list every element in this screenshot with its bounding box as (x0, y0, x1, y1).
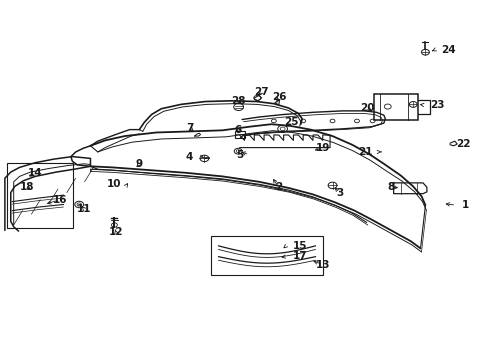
Text: 5: 5 (236, 150, 243, 160)
Bar (7, 163, 73, 228)
Text: 7: 7 (185, 123, 193, 133)
Text: 26: 26 (272, 92, 286, 102)
Bar (373, 94, 417, 120)
Text: 15: 15 (292, 240, 306, 251)
Text: 2: 2 (275, 182, 282, 192)
Text: 13: 13 (315, 260, 329, 270)
Text: 22: 22 (455, 139, 469, 149)
Text: 18: 18 (20, 182, 34, 192)
Text: 21: 21 (357, 147, 372, 157)
Text: 14: 14 (28, 168, 42, 178)
Text: 16: 16 (52, 195, 67, 205)
Text: 1: 1 (461, 200, 468, 210)
Bar (234, 131, 245, 138)
Text: 9: 9 (136, 159, 142, 169)
Polygon shape (274, 100, 279, 105)
Text: 17: 17 (292, 251, 306, 261)
Text: 12: 12 (108, 227, 123, 237)
Text: 10: 10 (106, 179, 121, 189)
Text: 24: 24 (440, 45, 455, 55)
Text: 11: 11 (77, 204, 91, 214)
Text: 25: 25 (283, 117, 298, 127)
Text: 6: 6 (234, 125, 241, 135)
Text: 19: 19 (315, 143, 329, 153)
Text: 20: 20 (360, 103, 374, 113)
Text: 3: 3 (336, 188, 343, 198)
Text: 28: 28 (231, 96, 245, 106)
Text: 27: 27 (254, 87, 268, 97)
Text: 8: 8 (387, 182, 394, 192)
Text: 4: 4 (185, 152, 193, 162)
Text: 23: 23 (429, 100, 444, 110)
Bar (211, 236, 322, 275)
